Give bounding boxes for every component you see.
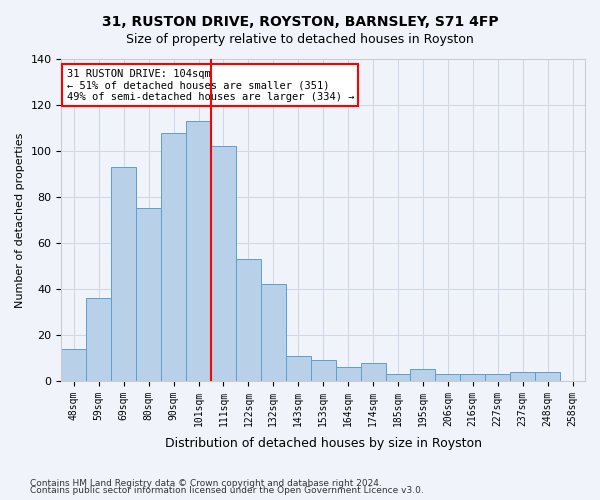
Bar: [485, 374, 510, 381]
Bar: [186, 121, 211, 381]
Bar: [261, 284, 286, 381]
Text: 31 RUSTON DRIVE: 104sqm
← 51% of detached houses are smaller (351)
49% of semi-d: 31 RUSTON DRIVE: 104sqm ← 51% of detache…: [67, 68, 354, 102]
Bar: [386, 374, 410, 381]
Bar: [86, 298, 111, 381]
Bar: [311, 360, 335, 381]
Bar: [286, 356, 311, 381]
Bar: [460, 374, 485, 381]
Bar: [136, 208, 161, 381]
Bar: [510, 372, 535, 381]
Bar: [335, 367, 361, 381]
Bar: [361, 362, 386, 381]
Y-axis label: Number of detached properties: Number of detached properties: [15, 132, 25, 308]
Bar: [211, 146, 236, 381]
Bar: [111, 167, 136, 381]
Bar: [410, 370, 436, 381]
Bar: [236, 259, 261, 381]
Text: Contains public sector information licensed under the Open Government Licence v3: Contains public sector information licen…: [30, 486, 424, 495]
Bar: [161, 132, 186, 381]
Bar: [436, 374, 460, 381]
X-axis label: Distribution of detached houses by size in Royston: Distribution of detached houses by size …: [165, 437, 482, 450]
Text: Size of property relative to detached houses in Royston: Size of property relative to detached ho…: [126, 32, 474, 46]
Bar: [61, 348, 86, 381]
Bar: [535, 372, 560, 381]
Text: 31, RUSTON DRIVE, ROYSTON, BARNSLEY, S71 4FP: 31, RUSTON DRIVE, ROYSTON, BARNSLEY, S71…: [101, 15, 499, 29]
Text: Contains HM Land Registry data © Crown copyright and database right 2024.: Contains HM Land Registry data © Crown c…: [30, 478, 382, 488]
